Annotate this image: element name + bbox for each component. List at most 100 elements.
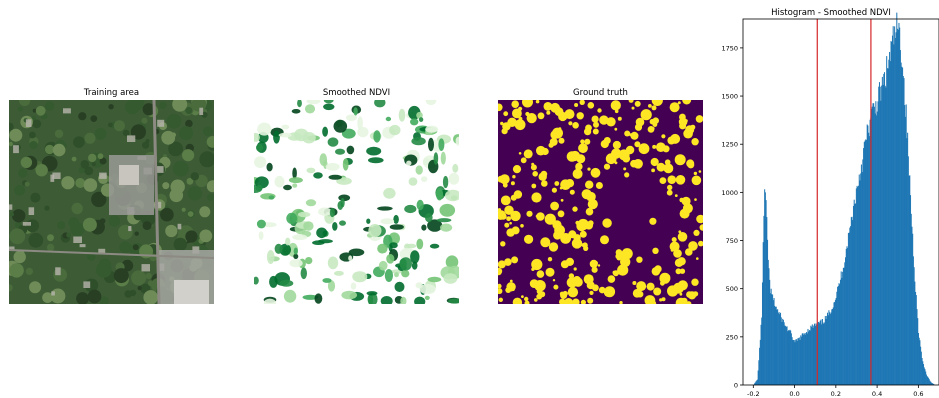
- histogram-bar: [887, 68, 889, 385]
- roof-patch: [99, 172, 107, 179]
- vegetation-patch: [651, 105, 657, 111]
- vegetation-patch: [590, 167, 601, 178]
- ndvi-patch: [408, 177, 418, 186]
- ndvi-patch: [380, 218, 395, 225]
- histogram-bar: [894, 26, 896, 386]
- vegetation-patch: [647, 126, 655, 133]
- vegetation-patch: [661, 134, 666, 139]
- vegetation-patch: [525, 111, 530, 117]
- histogram-bar: [891, 35, 893, 385]
- canopy-patch: [87, 137, 91, 142]
- histogram-bar: [861, 172, 863, 385]
- canopy-patch: [14, 184, 26, 196]
- vegetation-patch: [531, 183, 537, 189]
- vegetation-patch: [593, 121, 599, 128]
- histogram-bar: [901, 66, 903, 385]
- canopy-patch: [113, 120, 125, 132]
- vegetation-patch: [501, 128, 508, 135]
- canopy-patch: [9, 263, 24, 278]
- vegetation-patch: [558, 127, 562, 131]
- vegetation-patch: [651, 267, 661, 276]
- vegetation-patch: [632, 281, 637, 285]
- vegetation-patch: [674, 258, 684, 267]
- vegetation-patch: [534, 298, 538, 302]
- canopy-patch: [82, 217, 97, 232]
- canopy-patch: [90, 115, 98, 122]
- vegetation-patch: [567, 287, 579, 298]
- roof-patch: [156, 166, 164, 173]
- roof-patch: [141, 264, 150, 272]
- histogram-bar: [931, 383, 933, 385]
- canopy-patch: [122, 129, 130, 137]
- vegetation-patch: [624, 172, 630, 178]
- plot-frame: [742, 18, 939, 386]
- vegetation-patch: [628, 100, 634, 103]
- canopy-patch: [161, 130, 176, 145]
- vegetation-patch: [618, 149, 630, 161]
- histogram-bar: [819, 320, 821, 385]
- vegetation-patch: [504, 258, 512, 266]
- histogram-bar: [897, 29, 899, 386]
- ndvi-patch: [421, 224, 427, 231]
- vegetation-patch: [540, 237, 551, 248]
- histogram-bar: [923, 364, 925, 385]
- histogram-bar: [910, 195, 912, 385]
- vegetation-patch: [630, 131, 639, 140]
- vegetation-patch: [575, 165, 581, 171]
- vegetation-patch: [677, 101, 681, 105]
- histogram-bar: [764, 192, 766, 385]
- vegetation-patch: [619, 301, 623, 304]
- ndvi-patch: [283, 184, 292, 191]
- vegetation-patch: [550, 102, 560, 113]
- ndvi-patch: [442, 175, 449, 189]
- vegetation-patch: [634, 141, 641, 148]
- histogram-bar: [804, 334, 806, 385]
- histogram-bar: [898, 22, 900, 385]
- histogram-bar: [920, 346, 922, 385]
- canopy-patch: [165, 224, 178, 238]
- vegetation-patch: [544, 213, 556, 225]
- vegetation-patch: [696, 214, 703, 224]
- vegetation-patch: [598, 286, 606, 294]
- vegetation-patch: [509, 221, 512, 225]
- histogram-bar: [767, 259, 769, 385]
- vegetation-patch: [699, 224, 703, 231]
- vegetation-patch: [646, 282, 655, 291]
- histogram-bar: [797, 338, 799, 385]
- ndvi-patch: [433, 152, 439, 165]
- vegetation-patch: [603, 163, 611, 170]
- ndvi-patch: [419, 284, 436, 295]
- ndvi-patch: [274, 243, 283, 254]
- vegetation-patch: [656, 162, 666, 172]
- ndvi-patch: [303, 221, 314, 231]
- vegetation-patch: [651, 168, 655, 173]
- ndvi-patch: [335, 148, 345, 155]
- ndvi-patch: [425, 213, 433, 223]
- histogram-bar: [902, 76, 904, 385]
- histogram-bar: [904, 116, 906, 386]
- canopy-patch: [199, 229, 213, 243]
- ground-truth-title: Ground truth: [573, 88, 628, 98]
- vegetation-patch: [502, 182, 508, 188]
- vegetation-patch: [648, 104, 652, 108]
- ndvi-patch: [254, 276, 259, 285]
- ndvi-patch: [383, 187, 396, 199]
- vegetation-patch: [553, 231, 562, 240]
- vegetation-patch: [636, 281, 647, 292]
- histogram-bar: [785, 326, 787, 385]
- roof-patch: [79, 244, 86, 248]
- canopy-patch: [9, 284, 13, 292]
- canopy-patch: [131, 270, 147, 286]
- canopy-patch: [47, 103, 54, 110]
- histogram-bar: [891, 41, 893, 385]
- vegetation-patch: [532, 171, 538, 177]
- vegetation-patch: [522, 100, 533, 108]
- vegetation-patch: [671, 237, 677, 243]
- canopy-patch: [47, 234, 54, 242]
- ndvi-patch: [332, 222, 338, 231]
- ndvi-patch: [313, 172, 323, 179]
- canopy-patch: [108, 104, 114, 110]
- canopy-patch: [30, 192, 41, 203]
- ndvi-patch: [393, 214, 399, 224]
- canopy-patch: [134, 231, 139, 236]
